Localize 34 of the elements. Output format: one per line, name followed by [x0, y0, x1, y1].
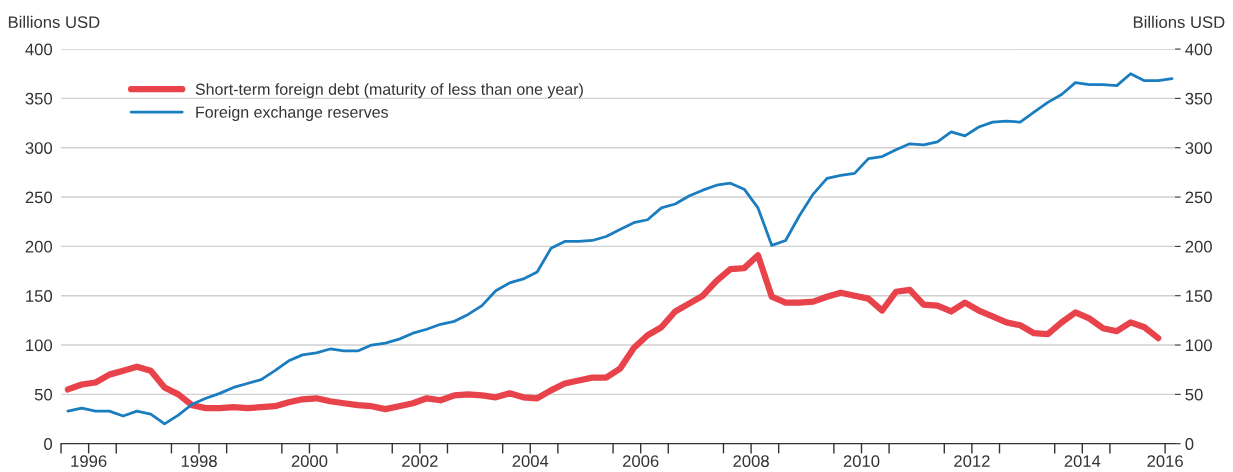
legend-label: Foreign exchange reserves [196, 106, 388, 121]
y-tick-label: 350 [25, 92, 53, 105]
y-tick-label: 200 [25, 240, 53, 253]
y2-tick-label: 50 [1185, 388, 1203, 401]
y-tick-label: 300 [25, 142, 53, 154]
x-tick-label: 2006 [622, 455, 659, 468]
y2-tick-label: 350 [1185, 92, 1212, 105]
x-tick-label: 2008 [733, 455, 769, 468]
x-tick-label: 2014 [1064, 455, 1101, 468]
y-tick-label: 50 [34, 388, 53, 401]
x-tick-label: 2012 [954, 455, 990, 468]
x-tick-label: 2016 [1147, 455, 1183, 468]
y-tick-label: 400 [25, 43, 53, 56]
y2-tick-label: 150 [1186, 290, 1212, 302]
y-tick-label: 150 [26, 290, 53, 302]
x-tick-label: 2010 [843, 455, 880, 468]
y2-tick-label: 250 [1185, 191, 1212, 204]
line-series [66, 72, 1174, 426]
y2-tick-label: 400 [1185, 43, 1212, 56]
y-tick-label: 250 [25, 191, 53, 204]
y-tick-label: 0 [44, 438, 53, 450]
x-tick-label: 1996 [71, 455, 107, 468]
y-axis-title: Billions USD [8, 15, 100, 29]
y-tick-label: 100 [26, 339, 53, 352]
y2-tick-label: 100 [1186, 339, 1212, 352]
y2-tick-label: 300 [1185, 142, 1212, 154]
x-tick-label: 2002 [402, 455, 438, 468]
x-tick-label: 2000 [291, 455, 328, 468]
x-tick-label: 1998 [181, 455, 217, 468]
legend-label: Short-term foreign debt (maturity of less than one year) [195, 83, 583, 99]
y2-tick-label: 200 [1185, 240, 1212, 253]
y2-axis-title: Billions USD [1133, 15, 1225, 29]
x-tick-label: 2004 [512, 455, 549, 468]
y2-tick-label: 0 [1185, 438, 1194, 450]
